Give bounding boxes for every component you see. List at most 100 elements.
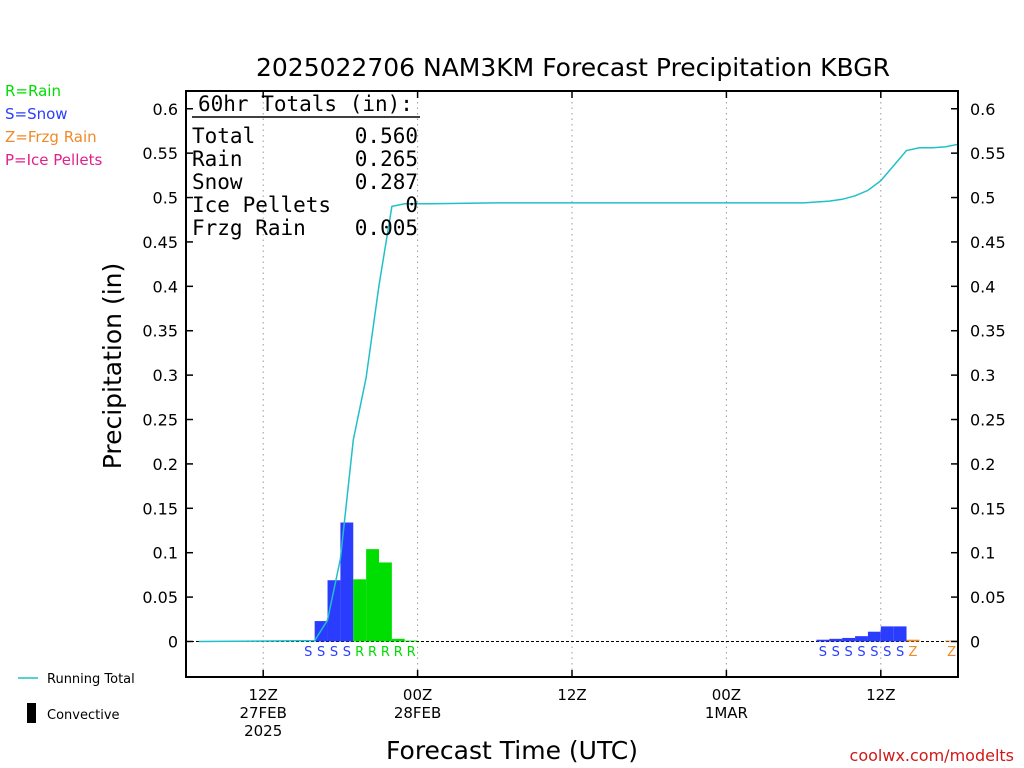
precip-type-label: Z xyxy=(947,645,956,660)
y-tick-label-right: 0.35 xyxy=(970,322,1006,341)
totals-row-value: 0.560 xyxy=(355,124,418,148)
running-total-line xyxy=(198,143,959,643)
totals-row-value: 0.005 xyxy=(355,216,418,240)
y-tick-label-left: 0.05 xyxy=(142,588,178,607)
y-tick-label-left: 0.2 xyxy=(153,455,178,474)
legend: R=Rain S=Snow Z=Frzg Rain P=Ice Pellets xyxy=(5,82,102,169)
y-tick-label-left: 0 xyxy=(168,632,178,651)
y-tick-label-right: 0.1 xyxy=(970,544,995,563)
x-tick-label: 00Z xyxy=(712,686,741,704)
y-tick-label-left: 0.1 xyxy=(153,544,178,563)
y-tick-label-right: 0 xyxy=(970,632,980,651)
precip-bar xyxy=(340,522,354,642)
running-total-label: Running Total xyxy=(47,672,135,687)
y-tick-label-right: 0.3 xyxy=(970,366,995,385)
bars xyxy=(301,522,958,642)
credit-text: coolwx.com/modelts xyxy=(850,746,1014,765)
chart-title: 2025022706 NAM3KM Forecast Precipitation… xyxy=(256,53,890,82)
precip-type-label: S xyxy=(883,645,891,660)
totals-row-label: Rain xyxy=(192,147,243,171)
precip-type-label: Z xyxy=(909,645,918,660)
y-tick-label-right: 0.25 xyxy=(970,411,1006,430)
x-tick-label: 28FEB xyxy=(394,704,441,722)
precip-type-label: S xyxy=(845,645,853,660)
y-tick-label-left: 0.45 xyxy=(142,233,178,252)
y-tick-label-left: 0.35 xyxy=(142,322,178,341)
precip-bar xyxy=(379,562,392,642)
x-tick-label: 12Z xyxy=(557,686,586,704)
y-tick-label-left: 0.5 xyxy=(153,189,178,208)
y-tick-label-right: 0.55 xyxy=(970,144,1006,163)
precip-type-label: R xyxy=(355,645,364,660)
precip-bar xyxy=(404,640,418,642)
precip-bar xyxy=(842,637,856,642)
precip-type-label: R xyxy=(368,645,377,660)
totals-row-label: Frzg Rain xyxy=(192,216,306,240)
precip-bar xyxy=(829,638,843,642)
precip-type-label: S xyxy=(896,645,904,660)
precip-bar xyxy=(391,638,405,642)
precip-type-label: R xyxy=(381,645,390,660)
x-tick-label: 12Z xyxy=(249,686,278,704)
y-tick-label-right: 0.05 xyxy=(970,588,1006,607)
precip-type-label: S xyxy=(304,645,312,660)
x-axis-label: Forecast Time (UTC) xyxy=(386,736,638,765)
precip-bar xyxy=(855,636,868,642)
legend-item: S=Snow xyxy=(5,105,68,123)
totals-row-label: Snow xyxy=(192,170,243,194)
y-tick-label-right: 0.45 xyxy=(970,233,1006,252)
bottom-legend: Running Total Convective xyxy=(18,672,135,723)
y-tick-label-right: 0.5 xyxy=(970,189,995,208)
totals-box: 60hr Totals (in): Total 0.560 Rain 0.265 Sno… xyxy=(192,92,420,240)
y-tick-label-left: 0.15 xyxy=(142,499,178,518)
plot-frame xyxy=(185,90,959,678)
precip-bar xyxy=(880,626,894,642)
legend-item: Z=Frzg Rain xyxy=(5,128,97,146)
x-tick-label: 12Z xyxy=(866,686,895,704)
y-tick-label-right: 0.4 xyxy=(970,277,995,296)
precip-bar xyxy=(816,639,830,642)
totals-row-value: 0.265 xyxy=(355,147,418,171)
precip-type-label: S xyxy=(330,645,338,660)
totals-row-label: Ice Pellets xyxy=(192,193,331,217)
y-tick-label-left: 0.4 xyxy=(153,277,178,296)
precip-type-label: S xyxy=(832,645,840,660)
precip-type-label: S xyxy=(870,645,878,660)
y-tick-label-left: 0.6 xyxy=(153,100,178,119)
precip-type-label: R xyxy=(394,645,403,660)
precip-bar xyxy=(893,626,907,642)
precip-bar xyxy=(327,580,341,642)
y-tick-label-right: 0.2 xyxy=(970,455,995,474)
totals-header: 60hr Totals (in): xyxy=(198,92,413,116)
precip-type-label: R xyxy=(407,645,416,660)
precip-bar xyxy=(867,631,881,642)
legend-item: R=Rain xyxy=(5,82,61,100)
x-tick-label: 1MAR xyxy=(705,704,748,722)
legend-item: P=Ice Pellets xyxy=(5,151,102,169)
x-tick-label: 27FEB xyxy=(239,704,286,722)
x-tick-label: 2025 xyxy=(244,722,282,740)
y-tick-label-right: 0.6 xyxy=(970,100,995,119)
y-tick-label-right: 0.15 xyxy=(970,499,1006,518)
convective-swatch xyxy=(27,703,36,723)
x-tick-label: 00Z xyxy=(403,686,432,704)
precip-type-label: S xyxy=(317,645,325,660)
precip-type-label: S xyxy=(819,645,827,660)
precip-type-label: S xyxy=(857,645,865,660)
convective-label: Convective xyxy=(47,708,120,723)
totals-row-label: Total xyxy=(192,124,255,148)
precip-bar xyxy=(906,639,920,642)
precip-type-label: S xyxy=(343,645,351,660)
y-axis-ticks: 0 0 0.05 0.05 0.1 0.1 0.15 0.15 0.2 0.2 0.25 0.25 0.… xyxy=(142,100,1005,652)
totals-row-value: 0 xyxy=(405,193,418,217)
y-tick-label-left: 0.3 xyxy=(153,366,178,385)
y-axis-label: Precipitation (in) xyxy=(98,263,127,470)
totals-row-value: 0.287 xyxy=(355,170,418,194)
y-tick-label-left: 0.25 xyxy=(142,411,178,430)
y-tick-label-left: 0.55 xyxy=(142,144,178,163)
precip-bar xyxy=(353,579,367,642)
precip-bar xyxy=(366,549,379,642)
